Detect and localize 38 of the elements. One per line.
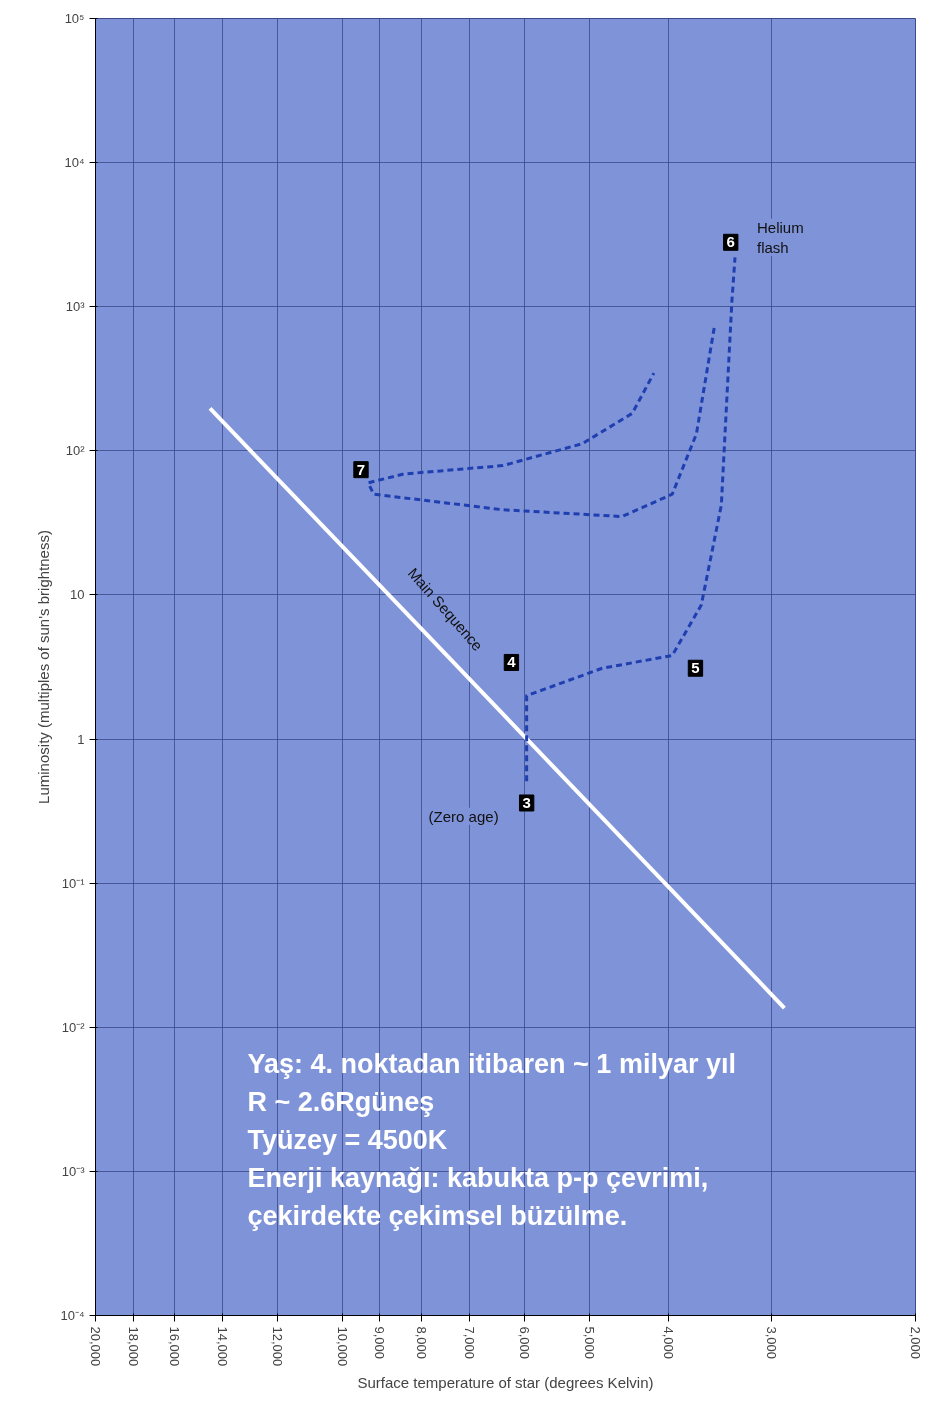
x-tick-label: 5,000 — [581, 1326, 597, 1360]
annotation: Yaş: 4. noktadan itibaren ~ 1 milyar yıl — [247, 1048, 736, 1079]
annotation: Helium flash — [757, 218, 804, 257]
annotation: 4 — [507, 653, 517, 671]
x-tick-label: 7,000 — [461, 1326, 477, 1360]
annotation: Tyüzey = 4500K — [247, 1124, 448, 1155]
y-tick-label: 10³ — [65, 299, 86, 315]
annotation: 6 — [726, 233, 735, 251]
annotation: çekirdekte çekimsel büzülme. — [247, 1200, 628, 1231]
x-tick-label: 3,000 — [763, 1326, 779, 1360]
annotation: Enerji kaynağı: kabukta p-p çevrimi, — [247, 1162, 709, 1193]
x-tick-label: 10,000 — [334, 1326, 350, 1367]
x-axis-title: Surface temperature of star (degrees Kelvin) — [357, 1374, 654, 1392]
y-tick-label: 10⁻⁴ — [60, 1308, 85, 1323]
x-tick-label: 4,000 — [661, 1326, 677, 1360]
y-tick-label: 10⁻² — [61, 1019, 86, 1035]
x-tick-label: 9,000 — [372, 1326, 388, 1360]
annotation: (Zero age) — [428, 807, 499, 825]
x-tick-label: 6,000 — [516, 1326, 532, 1360]
y-tick-label: 10⁻³ — [61, 1163, 86, 1179]
x-tick-label: 12,000 — [269, 1326, 285, 1367]
y-axis-title: Luminosity (multiples of sun's brightness) — [35, 530, 53, 804]
y-tick-label: 10⁵ — [64, 11, 85, 26]
y-tick-label: 1 — [77, 731, 85, 747]
y-tick-label: 10 — [70, 587, 85, 603]
x-tick-label: 2,000 — [908, 1326, 923, 1360]
y-tick-label: 10² — [65, 443, 86, 459]
y-tick-label: 10⁴ — [64, 155, 85, 171]
x-tick-label: 18,000 — [125, 1326, 141, 1367]
y-tick-label: 10⁻¹ — [61, 875, 86, 891]
annotation: 5 — [691, 659, 700, 677]
x-tick-label: 20,000 — [88, 1326, 103, 1367]
x-tick-label: 14,000 — [215, 1326, 231, 1367]
x-tick-label: 8,000 — [414, 1326, 430, 1360]
annotation: R ~ 2.6Rgüneş — [247, 1086, 435, 1117]
annotation: 7 — [356, 460, 366, 478]
annotation: 3 — [522, 794, 531, 811]
x-tick-label: 16,000 — [167, 1326, 183, 1367]
